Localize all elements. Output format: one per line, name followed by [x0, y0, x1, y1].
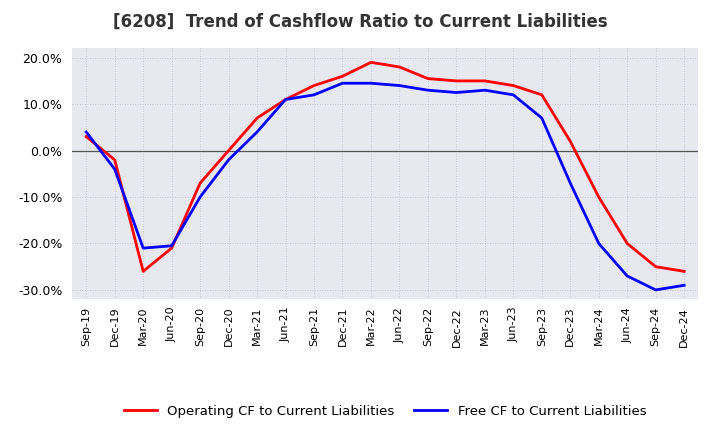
- Legend: Operating CF to Current Liabilities, Free CF to Current Liabilities: Operating CF to Current Liabilities, Fre…: [119, 400, 652, 423]
- Free CF to Current Liabilities: [253, 129, 261, 135]
- Operating CF to Current Liabilities: [139, 269, 148, 274]
- Operating CF to Current Liabilities: [423, 76, 432, 81]
- Line: Operating CF to Current Liabilities: Operating CF to Current Liabilities: [86, 62, 684, 271]
- Free CF to Current Liabilities: [196, 194, 204, 200]
- Operating CF to Current Liabilities: [509, 83, 518, 88]
- Operating CF to Current Liabilities: [82, 134, 91, 139]
- Free CF to Current Liabilities: [167, 243, 176, 249]
- Text: [6208]  Trend of Cashflow Ratio to Current Liabilities: [6208] Trend of Cashflow Ratio to Curren…: [113, 13, 607, 31]
- Operating CF to Current Liabilities: [282, 97, 290, 102]
- Operating CF to Current Liabilities: [537, 92, 546, 98]
- Free CF to Current Liabilities: [338, 81, 347, 86]
- Operating CF to Current Liabilities: [595, 194, 603, 200]
- Free CF to Current Liabilities: [509, 92, 518, 98]
- Free CF to Current Liabilities: [423, 88, 432, 93]
- Free CF to Current Liabilities: [366, 81, 375, 86]
- Free CF to Current Liabilities: [395, 83, 404, 88]
- Free CF to Current Liabilities: [225, 157, 233, 162]
- Operating CF to Current Liabilities: [310, 83, 318, 88]
- Operating CF to Current Liabilities: [623, 241, 631, 246]
- Operating CF to Current Liabilities: [167, 246, 176, 251]
- Free CF to Current Liabilities: [623, 273, 631, 279]
- Free CF to Current Liabilities: [310, 92, 318, 98]
- Free CF to Current Liabilities: [566, 180, 575, 186]
- Operating CF to Current Liabilities: [652, 264, 660, 269]
- Free CF to Current Liabilities: [110, 166, 119, 172]
- Operating CF to Current Liabilities: [480, 78, 489, 84]
- Free CF to Current Liabilities: [652, 287, 660, 293]
- Free CF to Current Liabilities: [282, 97, 290, 102]
- Operating CF to Current Liabilities: [338, 73, 347, 79]
- Operating CF to Current Liabilities: [225, 148, 233, 153]
- Operating CF to Current Liabilities: [253, 115, 261, 121]
- Operating CF to Current Liabilities: [395, 64, 404, 70]
- Free CF to Current Liabilities: [480, 88, 489, 93]
- Free CF to Current Liabilities: [82, 129, 91, 135]
- Free CF to Current Liabilities: [139, 246, 148, 251]
- Operating CF to Current Liabilities: [366, 60, 375, 65]
- Operating CF to Current Liabilities: [110, 157, 119, 162]
- Line: Free CF to Current Liabilities: Free CF to Current Liabilities: [86, 83, 684, 290]
- Operating CF to Current Liabilities: [680, 269, 688, 274]
- Free CF to Current Liabilities: [595, 241, 603, 246]
- Free CF to Current Liabilities: [680, 282, 688, 288]
- Operating CF to Current Liabilities: [196, 180, 204, 186]
- Free CF to Current Liabilities: [452, 90, 461, 95]
- Operating CF to Current Liabilities: [566, 139, 575, 144]
- Operating CF to Current Liabilities: [452, 78, 461, 84]
- Free CF to Current Liabilities: [537, 115, 546, 121]
